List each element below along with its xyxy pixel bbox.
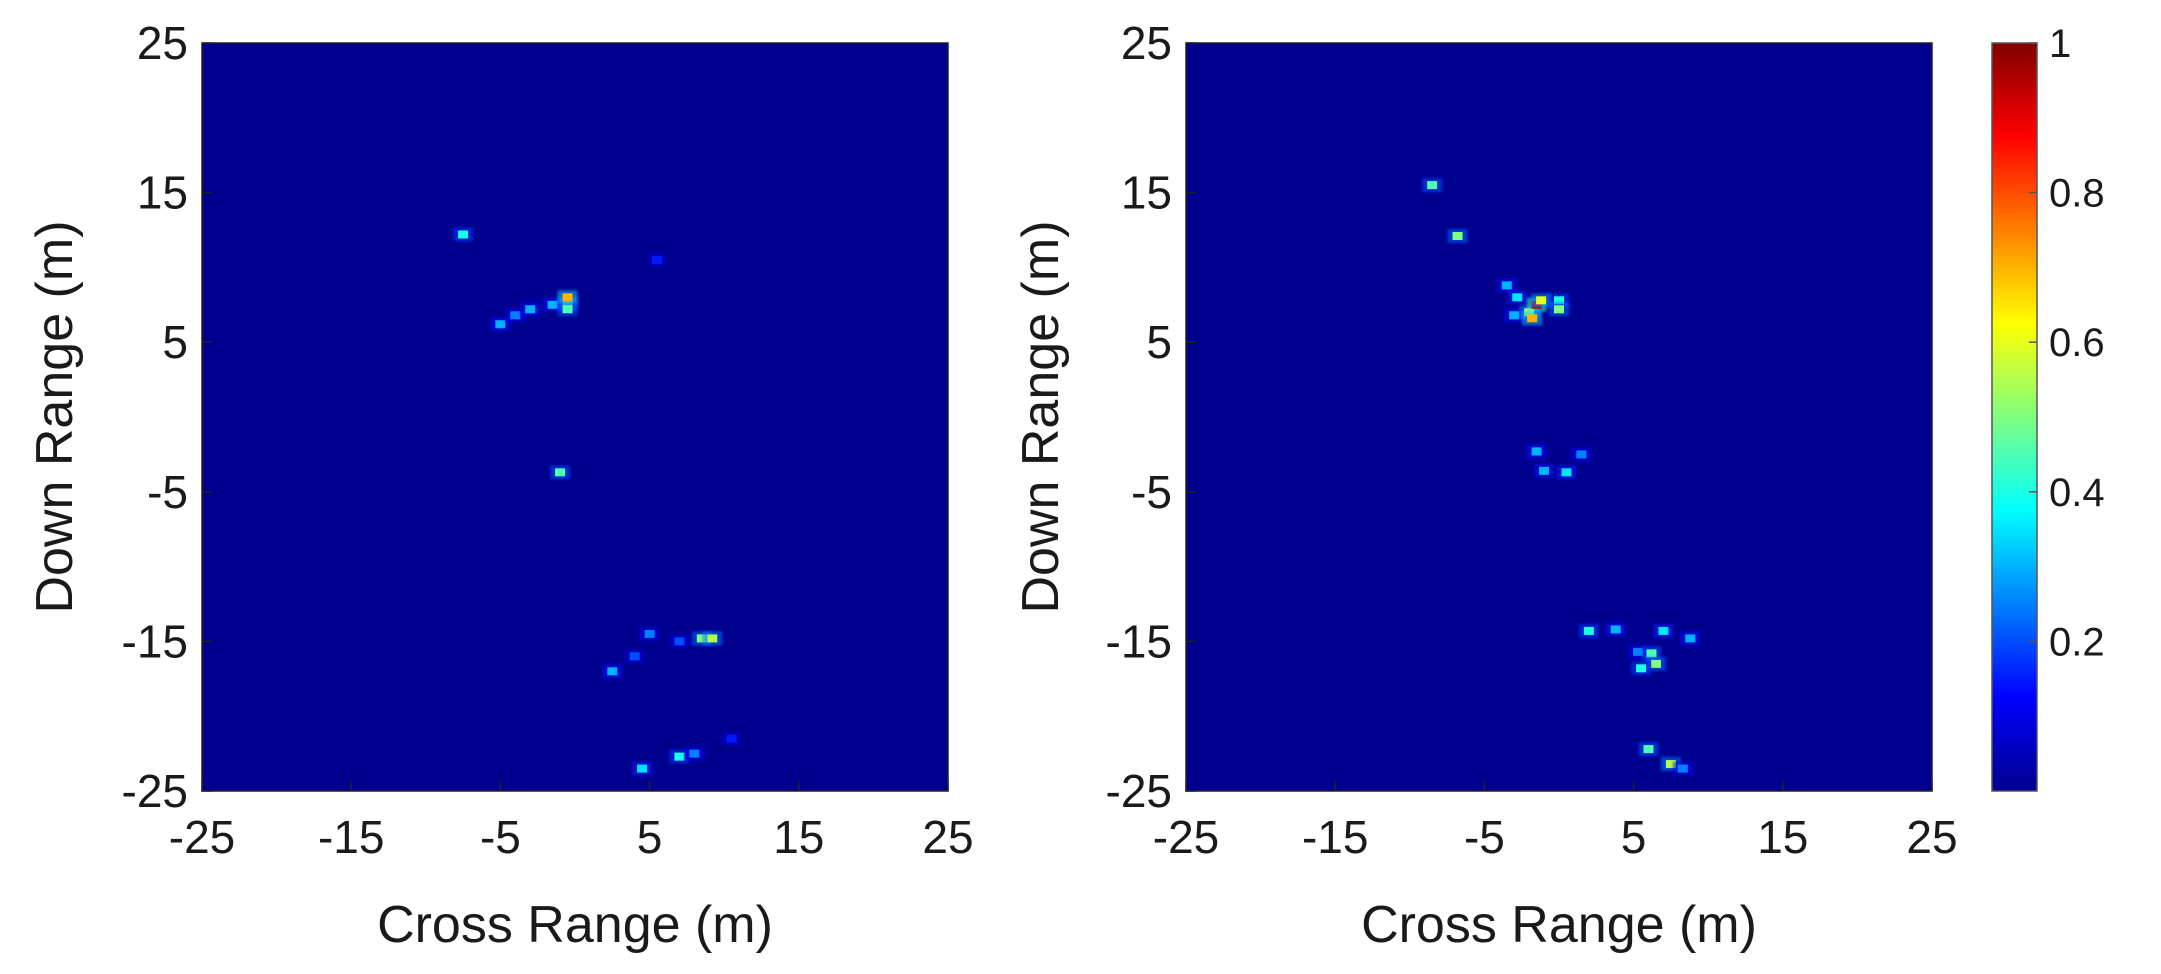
right-point-19	[1650, 659, 1661, 668]
left-y-axis-label: Down Range (m)	[26, 220, 84, 613]
right-point-12	[1539, 466, 1550, 475]
right-y-tick-label-4: -15	[1106, 615, 1172, 667]
right-point-23	[1643, 745, 1654, 754]
right-point-13	[1561, 468, 1572, 477]
left-x-axis-label: Cross Range (m)	[377, 896, 773, 954]
right-point-25	[1677, 764, 1688, 773]
right-point-0	[1427, 181, 1438, 190]
left-point-12	[644, 629, 655, 638]
left-x-ticks: -25 -15 -5 5 15 25	[169, 781, 974, 863]
left-y-tick-label-1: 15	[137, 167, 188, 219]
left-plot: 25 15 5 -5 -15 -25 -25 -15 -5 5 15 25 Cross Range …	[26, 17, 974, 954]
right-point-21	[1658, 626, 1669, 635]
left-point-19	[726, 734, 737, 743]
right-point-8	[1536, 296, 1547, 305]
colorbar-tick-label-4: 0.2	[2049, 620, 2105, 664]
left-point-14	[696, 634, 707, 643]
right-x-tick-label-3: 5	[1621, 811, 1647, 863]
left-point-7	[562, 305, 573, 314]
right-points	[1422, 178, 1701, 776]
right-point-2	[1501, 281, 1512, 290]
left-y-tick-label-3: -5	[147, 466, 188, 518]
left-y-tick-label-0: 25	[137, 17, 188, 69]
right-y-tick-label-3: -5	[1131, 466, 1172, 518]
left-point-11	[629, 652, 640, 661]
right-point-3	[1512, 293, 1523, 302]
left-axes-box	[201, 42, 949, 792]
colorbar-tick-label-0: 1	[2049, 22, 2071, 66]
right-y-tick-label-5: -25	[1106, 765, 1172, 817]
right-point-11	[1531, 447, 1542, 456]
right-point-9	[1554, 296, 1564, 305]
right-x-tick-label-2: -5	[1464, 811, 1505, 863]
colorbar: 1 0.8 0.6 0.4 0.2	[1991, 22, 2105, 792]
left-plot-area	[202, 43, 948, 791]
right-point-15	[1583, 626, 1594, 635]
left-y-ticks: 25 15 5 -5 -15 -25	[122, 17, 212, 817]
colorbar-tick-label-3: 0.4	[2049, 471, 2105, 515]
left-y-tick-label-4: -15	[122, 615, 188, 667]
left-y-tick-label-2: 5	[162, 316, 188, 368]
left-point-9	[555, 468, 566, 477]
right-point-4	[1509, 311, 1520, 320]
left-point-6	[562, 293, 573, 302]
right-point-20	[1636, 664, 1647, 673]
left-x-tick-label-4: 15	[773, 811, 824, 863]
right-point-18	[1646, 649, 1657, 658]
left-point-16	[637, 764, 648, 773]
left-point-2	[510, 311, 521, 320]
right-y-tick-label-2: 5	[1146, 316, 1172, 368]
right-point-22	[1685, 634, 1696, 643]
left-point-17	[674, 752, 685, 761]
left-point-1	[495, 320, 506, 329]
colorbar-tick-label-1: 0.8	[2049, 172, 2105, 216]
left-point-3	[525, 305, 536, 314]
left-x-tick-label-0: -25	[169, 811, 235, 863]
left-point-18	[689, 749, 700, 758]
colorbar-ticks: 1 0.8 0.6 0.4 0.2	[2029, 22, 2105, 664]
left-x-tick-label-5: 25	[922, 811, 973, 863]
right-point-7	[1527, 314, 1538, 323]
right-point-17	[1633, 647, 1644, 656]
right-point-16	[1610, 625, 1621, 634]
left-point-8	[652, 255, 663, 264]
left-x-tick-label-2: -5	[480, 811, 521, 863]
colorbar-gradient	[1991, 42, 2038, 792]
left-point-0	[458, 230, 469, 239]
left-point-4	[547, 300, 558, 309]
right-x-axis-label: Cross Range (m)	[1361, 896, 1757, 954]
right-y-tick-label-1: 15	[1121, 167, 1172, 219]
right-plot-area	[1186, 43, 1932, 791]
right-point-1	[1452, 231, 1463, 240]
right-axes-box	[1185, 42, 1933, 792]
left-point-10	[607, 667, 618, 676]
right-x-tick-label-1: -15	[1302, 811, 1368, 863]
right-y-tick-label-0: 25	[1121, 17, 1172, 69]
right-x-ticks: -25 -15 -5 5 15 25	[1153, 781, 1958, 863]
right-x-tick-label-4: 15	[1757, 811, 1808, 863]
right-x-tick-label-5: 25	[1906, 811, 1957, 863]
right-y-ticks: 25 15 5 -5 -15 -25	[1106, 17, 1196, 817]
right-point-24	[1665, 760, 1676, 769]
left-x-tick-label-3: 5	[637, 811, 663, 863]
right-y-axis-label: Down Range (m)	[1012, 220, 1070, 613]
left-x-tick-label-1: -15	[318, 811, 384, 863]
right-x-tick-label-0: -25	[1153, 811, 1219, 863]
right-plot: 25 15 5 -5 -15 -25 -25 -15 -5 5 15 25 Cross Range …	[1012, 17, 1958, 954]
right-point-10	[1554, 305, 1564, 314]
left-point-13	[674, 637, 685, 646]
right-point-14	[1576, 450, 1587, 459]
left-y-tick-label-5: -25	[122, 765, 188, 817]
left-points	[453, 227, 742, 776]
left-point-15	[707, 634, 718, 643]
colorbar-tick-label-2: 0.6	[2049, 321, 2105, 365]
